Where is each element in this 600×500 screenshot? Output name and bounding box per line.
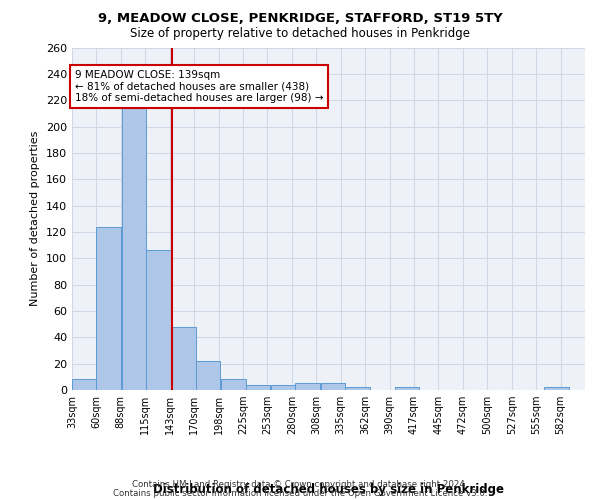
Bar [97, 226, 121, 390]
Bar [395, 388, 419, 390]
Bar [146, 250, 170, 390]
Bar [172, 327, 196, 390]
Text: 9, MEADOW CLOSE, PENKRIDGE, STAFFORD, ST19 5TY: 9, MEADOW CLOSE, PENKRIDGE, STAFFORD, ST… [98, 12, 502, 26]
Text: Contains HM Land Registry data © Crown copyright and database right 2024.: Contains HM Land Registry data © Crown c… [132, 480, 468, 489]
Bar [196, 361, 220, 390]
Bar [122, 103, 146, 390]
Bar [295, 384, 320, 390]
Bar [271, 384, 295, 390]
Text: Size of property relative to detached houses in Penkridge: Size of property relative to detached ho… [130, 28, 470, 40]
Bar [72, 380, 97, 390]
Bar [321, 384, 345, 390]
Y-axis label: Number of detached properties: Number of detached properties [31, 131, 40, 306]
Text: 9 MEADOW CLOSE: 139sqm
← 81% of detached houses are smaller (438)
18% of semi-de: 9 MEADOW CLOSE: 139sqm ← 81% of detached… [75, 70, 323, 103]
X-axis label: Distribution of detached houses by size in Penkridge: Distribution of detached houses by size … [153, 483, 504, 496]
Bar [221, 380, 246, 390]
Bar [345, 388, 370, 390]
Text: Contains public sector information licensed under the Open Government Licence v3: Contains public sector information licen… [113, 489, 487, 498]
Bar [544, 388, 569, 390]
Bar [246, 384, 270, 390]
